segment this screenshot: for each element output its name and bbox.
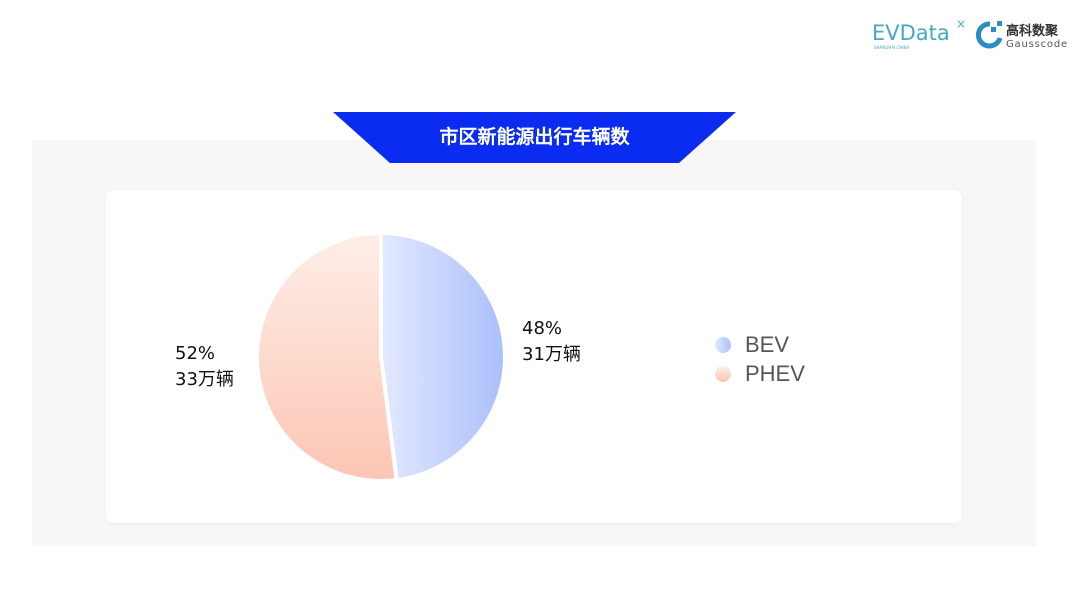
phev-percent-label: 52%	[175, 343, 216, 364]
brand-logos: EVData × SHANGHAI CHINA 高科数聚 Gausscode	[872, 17, 1068, 50]
chart-card	[106, 190, 962, 523]
chart-title: 市区新能源出行车辆数	[439, 126, 630, 148]
logos: EVData × SHANGHAI CHINA 高科数聚 Gausscode	[870, 16, 1070, 57]
phev-data-label: 52% 33万辆	[175, 341, 234, 393]
bev-value-label: 31万辆	[522, 344, 581, 365]
bev-data-label: 48% 31万辆	[522, 316, 581, 368]
legend-item-bev[interactable]: BEV	[715, 330, 805, 359]
legend-label: PHEV	[745, 360, 805, 386]
gausscode-logo-icon	[976, 21, 1003, 49]
legend: BEV PHEV	[715, 330, 805, 388]
gausscode-cn: 高科数聚	[1006, 23, 1059, 39]
svg-text:×: ×	[956, 17, 966, 31]
legend-label: BEV	[745, 331, 790, 357]
phev-value-label: 33万辆	[175, 369, 234, 390]
pie-slice-bev[interactable]	[379, 231, 507, 483]
legend-item-phev[interactable]: PHEV	[715, 359, 805, 388]
phev-swatch-icon	[715, 365, 731, 382]
bev-swatch-icon	[715, 336, 731, 353]
evdata-logo: EVData	[872, 21, 950, 45]
pie-slice-phev[interactable]	[255, 231, 399, 483]
title-banner	[333, 112, 736, 163]
gausscode-en: Gausscode	[1006, 39, 1068, 50]
evdata-sub: SHANGHAI CHINA	[874, 45, 910, 50]
bev-percent-label: 48%	[522, 318, 563, 339]
